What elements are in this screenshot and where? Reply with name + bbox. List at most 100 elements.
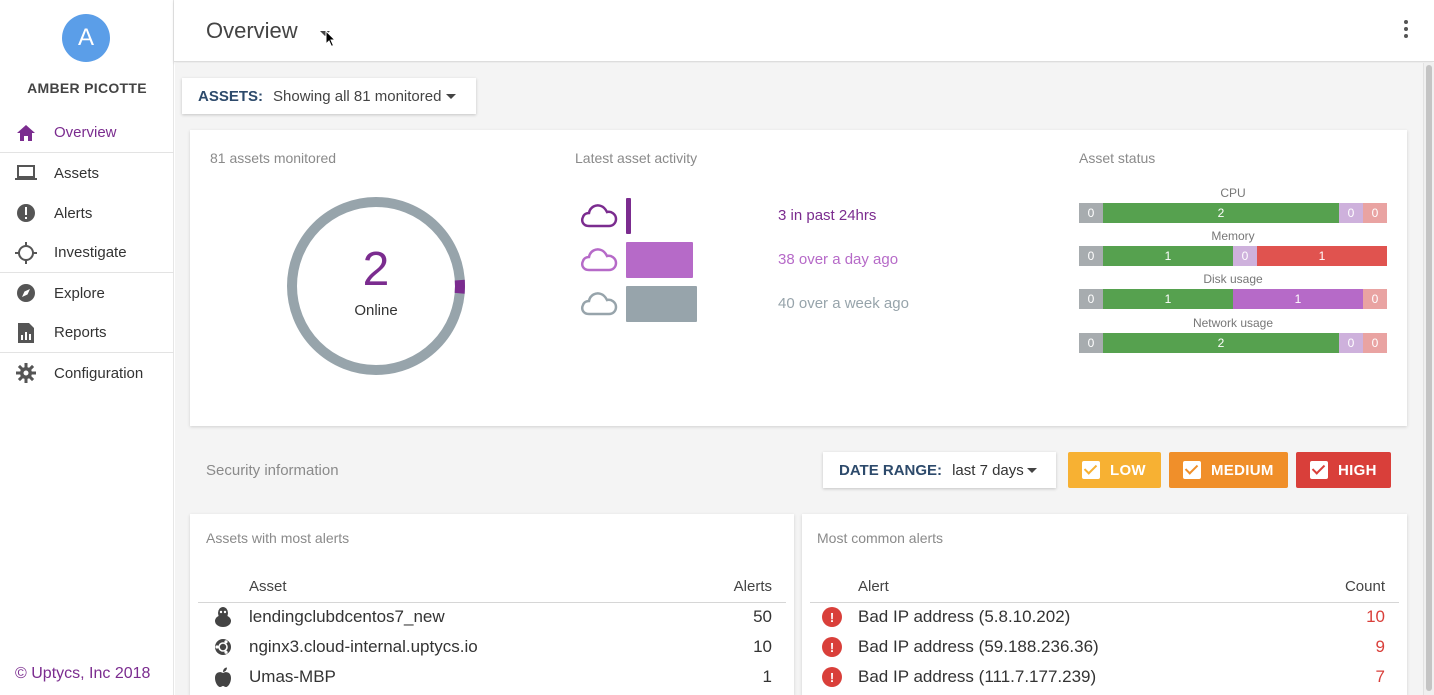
date-range-value: last 7 days xyxy=(952,461,1024,479)
more-options-icon[interactable] xyxy=(1402,20,1410,40)
report-icon xyxy=(15,322,37,344)
asset-name: nginx3.cloud-internal.uptycs.io xyxy=(249,637,478,656)
severity-medium-toggle[interactable]: MEDIUM xyxy=(1169,452,1288,488)
status-seg-critical: 0 xyxy=(1363,333,1387,353)
laptop-icon xyxy=(15,162,37,184)
sidebar-item-explore[interactable]: Explore xyxy=(0,273,174,313)
top-header: Overview xyxy=(174,0,1434,62)
asset-name: lendingclubdcentos7_new xyxy=(249,607,445,626)
column-header-count[interactable]: Count xyxy=(1344,578,1385,595)
online-count: 2 xyxy=(362,243,390,296)
copyright: © Uptycs, Inc 2018 xyxy=(15,665,151,682)
status-seg-normal: 2 xyxy=(1103,203,1339,223)
sidebar-item-configuration[interactable]: Configuration xyxy=(0,353,174,393)
assets-filter-label: ASSETS: xyxy=(198,87,264,105)
table-divider xyxy=(198,602,786,603)
sidebar-item-label: Alerts xyxy=(54,204,93,222)
column-header-asset[interactable]: Asset xyxy=(249,578,287,595)
alert-count: 7 xyxy=(1375,667,1385,686)
online-donut: 2 Online xyxy=(286,196,466,376)
sidebar-item-investigate[interactable]: Investigate xyxy=(0,233,174,273)
overview-card: 81 assets monitored 2 Online Latest asse… xyxy=(190,130,1407,426)
card-title: Assets with most alerts xyxy=(206,530,350,546)
table-row[interactable]: ! Bad IP address (5.8.10.202) 10 xyxy=(802,602,1407,632)
alert-name: Bad IP address (59.188.236.36) xyxy=(858,637,1099,656)
page-title[interactable]: Overview xyxy=(206,18,298,43)
status-seg-normal: 1 xyxy=(1103,246,1233,266)
status-seg-normal: 1 xyxy=(1103,289,1233,309)
alert-count: 10 xyxy=(1366,607,1385,626)
status-bar[interactable]: 0 2 0 0 xyxy=(1079,203,1387,223)
status-memory: Memory 0 1 0 1 xyxy=(1079,229,1387,266)
severity-high-toggle[interactable]: HIGH xyxy=(1296,452,1391,488)
online-label: Online xyxy=(354,302,398,319)
activity-text: 38 over a day ago xyxy=(778,251,899,268)
compass-icon xyxy=(15,282,37,304)
status-cpu: CPU 0 2 0 0 xyxy=(1079,186,1387,223)
sidebar-item-overview[interactable]: Overview xyxy=(0,113,174,153)
sidebar-item-reports[interactable]: Reports xyxy=(0,313,174,353)
card-title: Most common alerts xyxy=(817,530,944,546)
table-row[interactable]: ! Bad IP address (59.188.236.36) 9 xyxy=(802,632,1407,662)
scrollbar[interactable] xyxy=(1423,63,1434,695)
status-seg-normal: 2 xyxy=(1103,333,1339,353)
cloud-icon xyxy=(581,248,618,272)
status-title: CPU xyxy=(1220,186,1246,200)
chevron-down-icon xyxy=(446,94,456,99)
cloud-icon xyxy=(581,292,618,316)
activity-bar xyxy=(626,286,697,322)
common-alerts-card: Most common alerts Alert Count ! Bad IP … xyxy=(802,514,1407,695)
asset-status-label: Asset status xyxy=(1079,150,1156,166)
gear-icon xyxy=(15,362,37,384)
status-seg-unknown: 0 xyxy=(1079,203,1103,223)
home-icon xyxy=(15,122,37,144)
sidebar-item-assets[interactable]: Assets xyxy=(0,153,174,193)
alert-circle-icon: ! xyxy=(822,667,842,687)
table-row[interactable]: Umas-MBP 1 xyxy=(190,662,794,692)
avatar[interactable]: A xyxy=(62,14,110,62)
status-bar[interactable]: 0 1 1 0 xyxy=(1079,289,1387,309)
cloud-icon xyxy=(581,204,618,228)
status-bar[interactable]: 0 2 0 0 xyxy=(1079,333,1387,353)
checkbox-checked-icon xyxy=(1183,461,1201,479)
status-title: Disk usage xyxy=(1203,272,1263,286)
status-seg-warning: 0 xyxy=(1233,246,1257,266)
monitored-label: 81 assets monitored xyxy=(210,150,337,166)
sidebar-item-alerts[interactable]: Alerts xyxy=(0,193,174,233)
mouse-cursor-icon xyxy=(325,30,337,48)
column-header-alert[interactable]: Alert xyxy=(858,578,889,595)
status-disk: Disk usage 0 1 1 0 xyxy=(1079,272,1387,309)
table-row[interactable]: nginx3.cloud-internal.uptycs.io 10 xyxy=(190,632,794,662)
assets-filter-dropdown[interactable]: ASSETS: Showing all 81 monitored xyxy=(182,78,476,114)
table-row[interactable]: ! Bad IP address (111.7.177.239) 7 xyxy=(802,662,1407,692)
date-range-dropdown[interactable]: DATE RANGE: last 7 days xyxy=(823,452,1056,488)
alert-name: Bad IP address (5.8.10.202) xyxy=(858,607,1071,626)
severity-low-toggle[interactable]: LOW xyxy=(1068,452,1161,488)
sidebar-item-label: Overview xyxy=(54,124,117,141)
status-seg-warning: 0 xyxy=(1339,333,1363,353)
checkbox-checked-icon xyxy=(1082,461,1100,479)
alert-name: Bad IP address (111.7.177.239) xyxy=(858,667,1097,686)
crosshair-icon xyxy=(15,241,37,264)
chevron-down-icon[interactable] xyxy=(320,31,330,36)
status-seg-critical: 0 xyxy=(1363,203,1387,223)
status-title: Network usage xyxy=(1192,316,1274,330)
sidebar: A AMBER PICOTTE Overview Assets Alerts I… xyxy=(0,0,174,695)
checkbox-checked-icon xyxy=(1310,461,1328,479)
linux-icon xyxy=(213,607,233,627)
table-divider xyxy=(810,602,1399,603)
sidebar-item-label: Explore xyxy=(54,284,105,302)
sidebar-item-label: Investigate xyxy=(54,244,127,261)
date-range-label: DATE RANGE: xyxy=(839,461,943,479)
sidebar-nav: Overview Assets Alerts Investigate Explo… xyxy=(0,113,174,393)
status-seg-critical: 0 xyxy=(1363,289,1387,309)
status-bar[interactable]: 0 1 0 1 xyxy=(1079,246,1387,266)
column-header-alerts[interactable]: Alerts xyxy=(733,578,772,595)
severity-label: LOW xyxy=(1110,461,1146,479)
severity-label: HIGH xyxy=(1338,461,1377,479)
sidebar-item-label: Configuration xyxy=(54,364,144,382)
table-row[interactable]: lendingclubdcentos7_new 50 xyxy=(190,602,794,632)
status-seg-critical: 1 xyxy=(1257,246,1387,266)
alert-circle-icon xyxy=(15,202,37,224)
sidebar-item-label: Reports xyxy=(54,324,107,341)
